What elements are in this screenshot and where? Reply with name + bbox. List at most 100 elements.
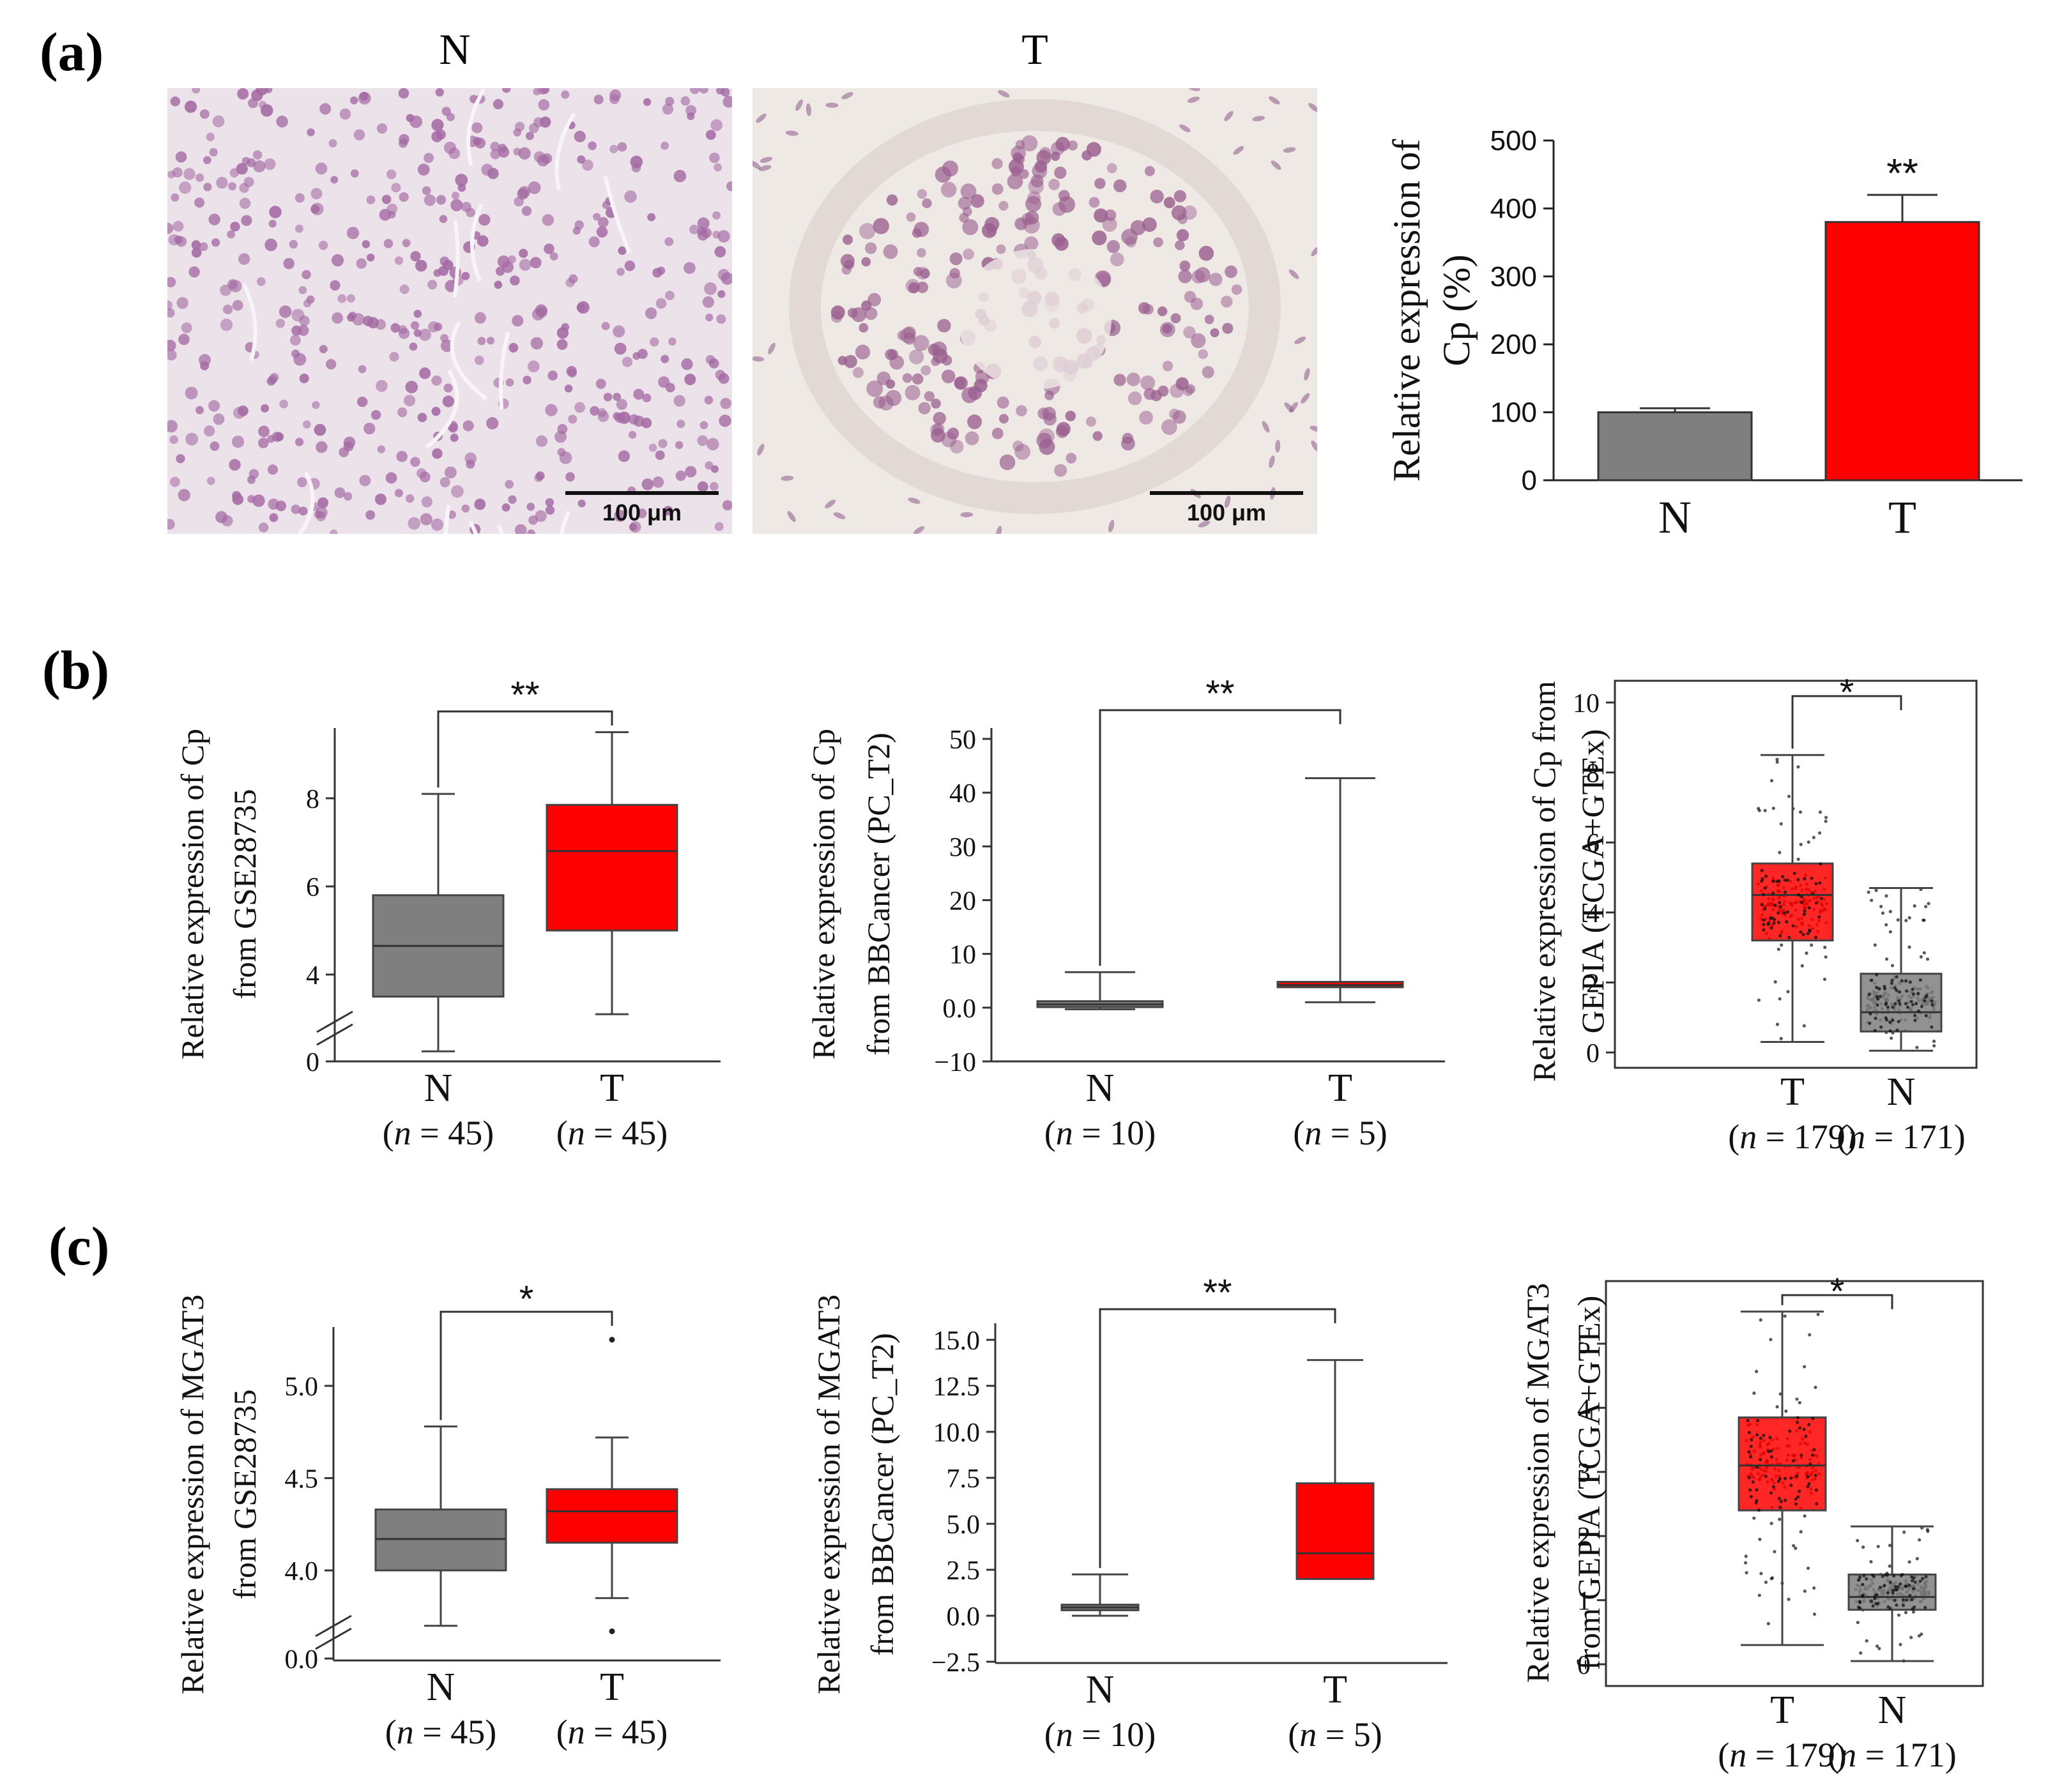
data-point-n: [1886, 1005, 1890, 1009]
tumor-nucleus: [899, 327, 916, 344]
data-point-n: [1886, 1591, 1890, 1595]
nucleus-dot: [366, 253, 375, 262]
data-point-n: [1888, 930, 1892, 934]
nucleus-dot: [512, 315, 524, 327]
tumor-nucleus: [917, 248, 926, 258]
data-point-t: [1796, 1416, 1800, 1420]
stromal-nucleus: [1304, 368, 1310, 381]
y-tick-label: 15.0: [933, 1326, 981, 1356]
data-point-t: [1824, 816, 1828, 819]
data-point-n: [1870, 899, 1874, 902]
y-tick-label: 0.0: [943, 994, 977, 1024]
nucleus-dot: [232, 300, 243, 311]
stromal-nucleus: [996, 526, 1002, 534]
nucleus-dot: [184, 100, 197, 113]
nucleus-dot: [714, 246, 726, 258]
data-point-t: [1798, 1489, 1801, 1493]
significance-bracket: [1781, 1294, 1893, 1309]
tumor-nucleus: [1067, 140, 1078, 151]
nucleus-dot: [405, 381, 418, 393]
data-point-n: [1888, 1564, 1891, 1568]
nucleus-dot: [334, 487, 346, 498]
data-point-n: [1856, 1620, 1860, 1625]
data-point-t: [1747, 1450, 1751, 1454]
nucleus-dot: [332, 312, 344, 324]
nucleus-dot: [247, 495, 256, 503]
data-point-n: [1893, 1002, 1897, 1006]
histology-header-t: T: [1021, 25, 1048, 73]
sinusoid-gap: [498, 331, 510, 409]
data-point-t: [1757, 1508, 1761, 1512]
nucleus-dot: [657, 266, 666, 275]
nucleus-dot: [227, 279, 238, 290]
data-point-t: [1805, 951, 1808, 955]
nucleus-dot: [697, 435, 708, 446]
nucleus-dot: [450, 433, 459, 442]
data-point-n: [1893, 1585, 1898, 1589]
sample-size-label-n: (n = 171): [1828, 1736, 1956, 1774]
nucleus-dot: [291, 308, 305, 322]
data-point-n: [1879, 904, 1883, 909]
tumor-nucleus: [1021, 213, 1034, 225]
stromal-nucleus: [758, 165, 772, 171]
nucleus-dot: [521, 206, 532, 216]
data-point-n: [1898, 990, 1902, 994]
nucleus-dot: [420, 513, 432, 526]
data-point-t: [1806, 1566, 1810, 1570]
nucleus-dot: [508, 495, 517, 504]
nucleus-dot: [712, 231, 721, 239]
data-point-n: [1904, 979, 1908, 983]
data-point-n: [1930, 999, 1934, 1003]
data-point-n: [1911, 1586, 1916, 1591]
data-point-n: [1920, 1005, 1923, 1008]
nucleus-dot: [494, 280, 503, 289]
data-point-n: [1895, 1028, 1899, 1032]
nucleus-dot: [642, 393, 652, 402]
data-point-t: [1794, 1497, 1798, 1501]
data-point-n: [1875, 1593, 1879, 1597]
tumor-nucleus: [1054, 166, 1067, 179]
data-point-t: [1783, 878, 1787, 882]
panel-label-c: (c): [49, 1215, 109, 1277]
nucleus-dot: [398, 88, 409, 99]
x-category-label-n: N: [1086, 1067, 1115, 1110]
data-point-n: [1924, 1014, 1928, 1017]
data-point-t: [1800, 895, 1804, 899]
tumor-nucleus: [962, 219, 979, 236]
nucleus-dot: [675, 470, 687, 482]
nucleus-dot: [530, 337, 544, 350]
y-tick-label: 40: [949, 779, 976, 809]
nucleus-dot: [595, 378, 606, 389]
stromal-nucleus: [1311, 246, 1317, 257]
stromal-nucleus: [756, 113, 767, 123]
tumor-nucleus: [861, 257, 871, 267]
nucleus-dot: [398, 325, 408, 335]
data-point-n: [1861, 1583, 1865, 1586]
nucleus-dot: [343, 436, 356, 449]
nucleus-dot: [497, 255, 510, 268]
data-point-n: [1895, 975, 1899, 979]
data-point-t: [1812, 835, 1815, 839]
data-point-n: [1891, 1005, 1895, 1009]
data-point-t: [1750, 1438, 1754, 1441]
data-point-t: [1766, 922, 1770, 926]
stromal-nucleus: [753, 160, 761, 170]
nucleus-dot: [702, 296, 715, 308]
nucleus-dot: [704, 395, 714, 405]
nucleus-dot: [191, 240, 201, 250]
y-axis-label: from GSE28735: [227, 789, 263, 999]
nucleus-dot: [556, 339, 568, 350]
nucleus-dot: [443, 259, 454, 270]
nucleus-dot: [528, 181, 541, 194]
nucleus-dot: [440, 339, 454, 353]
nucleus-dot: [289, 335, 301, 346]
axis-break: [316, 1023, 353, 1046]
data-point-n: [1870, 978, 1874, 982]
data-point-n: [1910, 1579, 1914, 1583]
tumor-nucleus: [954, 376, 968, 390]
data-point-n: [1867, 992, 1871, 996]
data-point-n: [1890, 964, 1895, 968]
nucleus-dot: [675, 441, 684, 450]
y-tick-label: 400: [1490, 193, 1537, 224]
data-point-t: [1787, 936, 1791, 939]
